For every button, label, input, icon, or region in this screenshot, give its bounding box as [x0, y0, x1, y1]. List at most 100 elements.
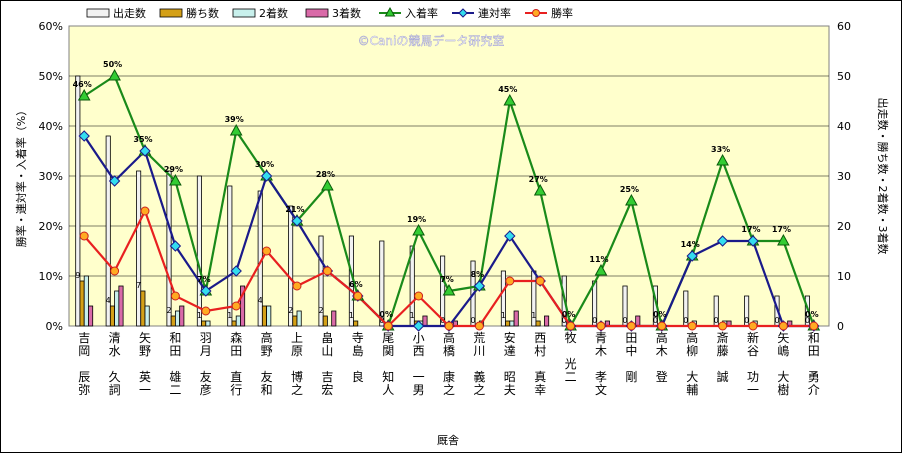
- bar-3着数: [422, 315, 428, 327]
- category-label-char: 斎: [717, 330, 729, 345]
- category-label-char: 樹: [777, 383, 789, 397]
- y-right-tick-label: 10: [837, 270, 851, 283]
- win-count-label: 1: [531, 311, 536, 320]
- marker-勝率: [110, 266, 120, 276]
- marker-勝率: [626, 321, 636, 331]
- category-label-char: 大: [777, 370, 789, 384]
- win-count-label: 0: [714, 316, 719, 325]
- place-rate-label: 8%: [471, 270, 485, 279]
- win-count-label: 0: [805, 316, 810, 325]
- category-label-char: 彦: [200, 382, 212, 397]
- category-label-char: 英: [139, 370, 151, 384]
- legend-swatch-出走数: [86, 8, 110, 18]
- category-label-char: 岡: [78, 344, 90, 358]
- place-rate-label: 50%: [103, 60, 122, 69]
- legend-label-勝率: 勝率: [551, 6, 573, 20]
- category-label-char: 谷: [747, 344, 759, 358]
- category-label-char: 誠: [717, 370, 729, 384]
- marker-連対率: [412, 320, 425, 332]
- bar-勝ち数: [535, 320, 541, 327]
- marker-勝率: [687, 321, 697, 331]
- category-label-char: 義: [473, 369, 485, 384]
- marker-勝率: [444, 321, 454, 331]
- marker-勝率: [657, 321, 667, 331]
- win-count-label: 1: [410, 311, 415, 320]
- category-label-char: 川: [473, 344, 485, 358]
- y-left-axis-title: 勝率・連対率・入着率（%）: [14, 105, 28, 247]
- marker-勝率: [474, 321, 484, 331]
- place-rate-label: 11%: [589, 255, 608, 264]
- marker-入着率: [412, 223, 425, 236]
- category-label-char: 荒: [473, 331, 485, 345]
- bar-3着数: [635, 315, 641, 327]
- category-label-char: 木: [595, 344, 607, 358]
- bar-3着数: [513, 310, 519, 327]
- bar-勝ち数: [505, 320, 511, 327]
- category-label-char: 人: [382, 383, 394, 397]
- marker-入着率: [229, 123, 243, 136]
- marker-連対率: [260, 170, 273, 182]
- category-label-char: 和: [169, 331, 181, 345]
- category-label-char: 森: [230, 330, 242, 345]
- place-rate-label: 19%: [407, 215, 426, 224]
- marker-勝率: [322, 266, 332, 276]
- marker-連対率: [747, 235, 759, 247]
- category-label-char: 良: [352, 369, 364, 384]
- place-rate-label: 0%: [805, 310, 819, 319]
- marker-連対率: [108, 175, 121, 187]
- win-count-label: 0: [683, 316, 688, 325]
- category-label-char: 之: [291, 383, 303, 397]
- marker-勝率: [170, 291, 180, 301]
- marker-勝率: [718, 321, 728, 331]
- category-label-char: 知: [382, 370, 394, 384]
- place-rate-label: 0%: [562, 310, 576, 319]
- y-left-tick-label: 20%: [39, 220, 63, 233]
- category-label-char: 雄: [169, 369, 181, 384]
- category-label-char: 登: [656, 369, 668, 384]
- category-label-char: 二: [565, 370, 577, 384]
- category-label-char: 高: [686, 330, 698, 345]
- win-count-label: 0: [470, 316, 475, 325]
- bar-出走数: [288, 205, 294, 327]
- marker-勝率: [262, 246, 272, 256]
- place-rate-label: 6%: [349, 280, 363, 289]
- category-label-char: 弥: [78, 382, 90, 397]
- category-label-char: 島: [352, 343, 364, 358]
- bar-3着数: [544, 315, 550, 327]
- place-rate-label: 17%: [772, 225, 791, 234]
- marker-勝率: [201, 306, 211, 316]
- marker-入着率: [77, 88, 91, 101]
- place-rate-label: 39%: [225, 115, 244, 124]
- marker-連対率: [716, 235, 729, 247]
- marker-勝率: [566, 321, 576, 331]
- category-label-char: 青: [595, 331, 607, 345]
- category-label-char: 和: [261, 383, 273, 397]
- bar-2着数: [235, 315, 241, 327]
- category-label-char: 昭: [504, 370, 516, 384]
- win-count-label: 1: [227, 311, 232, 320]
- bar-勝ち数: [231, 320, 237, 327]
- category-label-char: 友: [261, 370, 273, 384]
- category-label-char: 一: [139, 383, 151, 397]
- category-label-char: 宏: [321, 382, 333, 397]
- y-left-tick-label: 10%: [39, 270, 63, 283]
- category-label-char: 幸: [534, 383, 546, 397]
- legend-marker-連対率: [458, 8, 468, 18]
- category-label-char: 文: [595, 382, 607, 397]
- place-rate-label: 7%: [197, 275, 211, 284]
- bar-勝ち数: [170, 315, 176, 327]
- place-rate-label: 28%: [316, 170, 335, 179]
- win-count-label: 2: [166, 306, 171, 315]
- category-label-char: 高: [261, 330, 273, 345]
- category-label-char: 康: [443, 369, 455, 384]
- win-count-label: 0: [744, 316, 749, 325]
- category-label-char: 光: [565, 357, 577, 371]
- marker-入着率: [503, 93, 517, 106]
- bar-出走数: [166, 170, 172, 327]
- y-right-tick-label: 60: [837, 20, 851, 33]
- category-label-char: 介: [808, 383, 820, 397]
- bar-2着数: [83, 275, 89, 327]
- marker-入着率: [777, 233, 790, 246]
- bar-出走数: [227, 185, 233, 327]
- bar-3着数: [331, 310, 337, 327]
